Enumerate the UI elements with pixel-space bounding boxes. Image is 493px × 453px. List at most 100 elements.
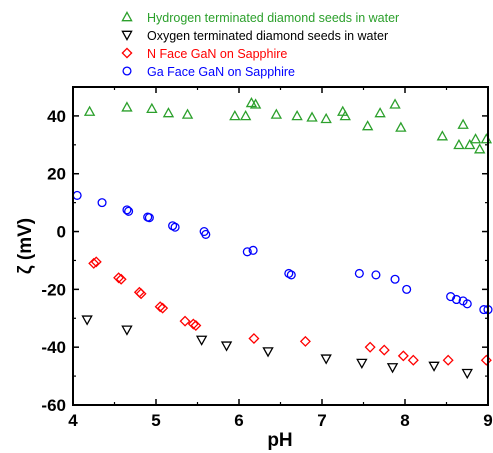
point-hydrogen: [121, 101, 133, 112]
point-hydrogen: [436, 130, 449, 141]
point-hydrogen: [457, 118, 469, 129]
y-tick-label: 0: [57, 223, 66, 242]
point-hydrogen: [473, 143, 486, 154]
point-hydrogen: [291, 109, 303, 121]
point-n-face: [378, 344, 390, 356]
point-n-face: [133, 286, 145, 298]
point-hydrogen: [270, 108, 283, 119]
y-tick-label: 40: [47, 107, 66, 126]
point-ga-face: [354, 268, 364, 279]
point-n-face: [115, 273, 127, 285]
point-hydrogen: [361, 120, 374, 131]
point-hydrogen: [306, 111, 318, 122]
point-ga-face: [124, 206, 134, 216]
legend-marker-n-face: [121, 47, 133, 59]
point-ga-face: [72, 190, 82, 200]
legend-hydrogen-triangle-up-icon: [121, 11, 133, 22]
legend-label-ga-face: Ga Face GaN on Sapphire: [147, 65, 295, 79]
point-oxygen: [262, 347, 274, 358]
point-hydrogen: [181, 108, 194, 119]
point-hydrogen: [337, 105, 349, 116]
legend-label-n-face: N Face GaN on Sapphire: [147, 47, 287, 61]
x-tick-label: 7: [317, 411, 326, 430]
point-ga-face: [371, 270, 381, 280]
y-tick-label: -40: [41, 338, 66, 357]
point-hydrogen: [469, 133, 482, 144]
legend-oxygen-triangle-down-icon: [121, 30, 133, 41]
point-hydrogen: [395, 121, 407, 132]
point-ga-face: [242, 247, 252, 257]
x-tick-label: 6: [234, 411, 243, 430]
point-hydrogen: [162, 107, 175, 118]
point-ga-face: [390, 274, 400, 284]
point-oxygen: [461, 368, 473, 380]
axis-ticks: 4 5 6 7 8 9 -60 -40 -20 0 20 40: [41, 86, 493, 430]
point-oxygen: [121, 325, 133, 336]
point-oxygen: [386, 363, 399, 374]
point-n-face: [480, 354, 492, 366]
point-ga-face: [402, 284, 412, 294]
point-ga-face: [144, 213, 154, 223]
legend-label-oxygen: Oxygen terminated diamond seeds in water: [147, 29, 388, 43]
point-hydrogen: [389, 98, 401, 109]
point-oxygen: [195, 335, 208, 346]
legend: Hydrogen terminated diamond seeds in wat…: [121, 11, 399, 79]
point-hydrogen: [453, 138, 465, 150]
x-tick-label: 4: [68, 411, 78, 430]
point-hydrogen: [249, 98, 262, 109]
point-hydrogen: [146, 102, 158, 114]
point-n-face: [113, 272, 125, 284]
point-n-face: [364, 341, 376, 353]
legend-marker-oxygen: [121, 30, 133, 41]
y-axis-title: ζ (mV): [15, 218, 36, 274]
point-hydrogen: [480, 133, 493, 144]
point-ga-face: [286, 270, 296, 280]
point-n-face: [179, 315, 191, 327]
legend-label-hydrogen: Hydrogen terminated diamond seeds in wat…: [147, 11, 399, 25]
point-hydrogen: [464, 138, 476, 150]
legend-ga-face-circle-icon: [122, 66, 132, 76]
point-n-face: [157, 302, 169, 314]
legend-n-face-diamond-icon: [121, 47, 133, 59]
x-axis-title: pH: [267, 430, 292, 451]
point-n-face: [135, 288, 147, 300]
y-tick-label: 20: [47, 165, 66, 184]
point-hydrogen: [374, 107, 386, 118]
point-n-face: [190, 319, 202, 332]
point-ga-face: [97, 198, 107, 208]
x-tick-label: 8: [400, 411, 409, 430]
point-ga-face: [170, 222, 180, 232]
x-tick-label: 5: [151, 411, 160, 430]
point-hydrogen: [320, 112, 332, 124]
point-hydrogen: [229, 109, 241, 121]
point-n-face: [248, 332, 260, 345]
legend-marker-hydrogen: [121, 11, 133, 22]
point-n-face: [442, 354, 454, 366]
point-hydrogen: [83, 105, 96, 116]
point-oxygen: [81, 315, 93, 326]
data-points: [72, 96, 493, 380]
point-n-face: [299, 335, 311, 347]
point-hydrogen: [239, 109, 252, 121]
plot-area-frame: [72, 86, 489, 406]
y-tick-label: -20: [41, 280, 66, 299]
point-ga-face: [451, 294, 462, 305]
x-tick-label: 9: [483, 411, 492, 430]
point-hydrogen: [339, 109, 351, 121]
legend-entry-n-face: N Face GaN on Sapphire: [121, 47, 287, 61]
point-ga-face: [248, 245, 258, 255]
point-n-face: [154, 301, 166, 313]
point-ga-face: [201, 229, 211, 239]
legend-entry-ga-face: Ga Face GaN on Sapphire: [122, 65, 295, 79]
point-ga-face: [122, 205, 132, 215]
legend-entry-oxygen: Oxygen terminated diamond seeds in water: [121, 29, 388, 43]
point-oxygen: [428, 361, 440, 372]
point-n-face: [187, 318, 199, 330]
point-oxygen: [320, 354, 332, 365]
point-n-face: [88, 257, 100, 269]
point-oxygen: [220, 341, 233, 352]
legend-entry-hydrogen: Hydrogen terminated diamond seeds in wat…: [121, 11, 399, 25]
point-oxygen: [356, 358, 368, 370]
point-n-face: [90, 256, 102, 268]
